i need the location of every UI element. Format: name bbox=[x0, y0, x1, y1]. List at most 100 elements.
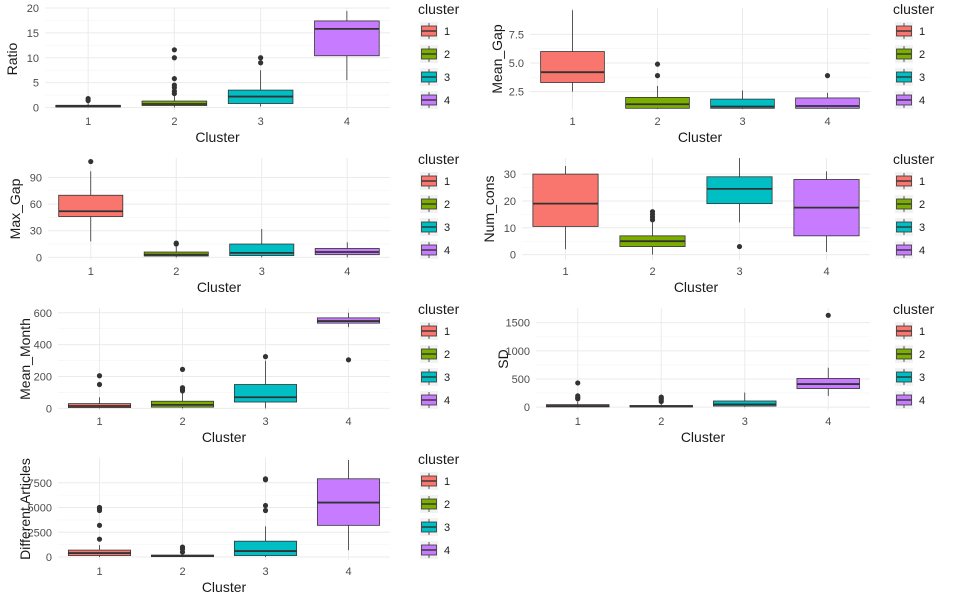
x-tick-label: 3 bbox=[742, 416, 748, 428]
legend-key-4: 4 bbox=[420, 541, 450, 559]
legend-label: 2 bbox=[919, 199, 925, 211]
y-tick-label: 7500 bbox=[28, 478, 52, 490]
legend: cluster 1 2 3 4 bbox=[893, 151, 935, 259]
box-cluster-2 bbox=[150, 366, 215, 409]
x-tick-label: 1 bbox=[96, 566, 102, 578]
x-tick-label: 3 bbox=[262, 416, 268, 428]
y-axis-title: Mean_Month bbox=[17, 318, 33, 400]
y-tick-label: 0 bbox=[33, 103, 39, 115]
box-cluster-4 bbox=[316, 312, 381, 363]
legend-key-1: 1 bbox=[420, 472, 450, 490]
box-cluster-2 bbox=[141, 47, 208, 108]
legend-key-4: 4 bbox=[895, 91, 925, 109]
x-tick-label: 1 bbox=[562, 266, 568, 278]
outlier-point bbox=[171, 82, 177, 88]
outlier-point bbox=[171, 47, 177, 53]
y-tick-label: 15 bbox=[27, 28, 39, 40]
outlier-point bbox=[575, 380, 581, 386]
legend-key-3: 3 bbox=[895, 218, 925, 236]
legend-label: 3 bbox=[444, 72, 450, 84]
y-tick-label: 30 bbox=[504, 169, 516, 181]
y-tick-label: 5 bbox=[33, 78, 39, 90]
box-cluster-1 bbox=[67, 504, 132, 558]
legend-key-4: 4 bbox=[420, 91, 450, 109]
legend-title: cluster bbox=[893, 1, 935, 17]
legend-key-1: 1 bbox=[895, 322, 925, 340]
outlier-point bbox=[96, 504, 103, 511]
x-tick-label: 1 bbox=[96, 416, 102, 428]
box-cluster-2 bbox=[150, 544, 215, 558]
legend-label: 4 bbox=[444, 545, 450, 557]
legend-label: 2 bbox=[919, 349, 925, 361]
outlier-point bbox=[736, 243, 743, 250]
outlier-point bbox=[179, 544, 186, 550]
x-tick-label: 2 bbox=[171, 116, 177, 128]
outlier-point bbox=[171, 76, 177, 82]
legend-title: cluster bbox=[893, 301, 935, 317]
y-tick-label: 90 bbox=[30, 173, 42, 185]
box-cluster-3 bbox=[233, 476, 298, 558]
x-tick-label: 3 bbox=[258, 116, 264, 128]
legend-label: 2 bbox=[444, 49, 450, 61]
box-iqr bbox=[706, 176, 773, 205]
box-iqr bbox=[58, 194, 124, 217]
y-tick-label: 1000 bbox=[506, 346, 530, 358]
legend-key-3: 3 bbox=[420, 68, 450, 86]
outlier-point bbox=[825, 312, 831, 318]
legend-key-2: 2 bbox=[895, 345, 925, 363]
x-tick-label: 4 bbox=[824, 116, 830, 128]
legend-label: 1 bbox=[444, 176, 450, 188]
legend-label: 3 bbox=[919, 222, 925, 234]
legend: cluster 1 2 3 4 bbox=[418, 151, 460, 259]
box-iqr bbox=[625, 96, 690, 109]
legend-key-3: 3 bbox=[895, 368, 925, 386]
y-tick-label: 500 bbox=[512, 374, 530, 386]
y-tick-label: 0 bbox=[36, 252, 42, 264]
legend: cluster 1 2 3 4 bbox=[893, 301, 935, 409]
x-axis-title: Cluster bbox=[678, 129, 723, 145]
x-tick-label: 4 bbox=[823, 266, 829, 278]
legend-key-3: 3 bbox=[420, 368, 450, 386]
legend-label: 4 bbox=[919, 245, 925, 257]
panel-7: 0 2500 5000 7500 1 2 3 4 Cluster Different Articl… bbox=[17, 451, 460, 595]
outlier-point bbox=[96, 381, 103, 388]
outlier-point bbox=[262, 354, 269, 360]
panel-3: 0 30 60 90 1 2 3 4 Cluster Max_Gap cluster 1 2 3 4 bbox=[7, 151, 460, 295]
x-tick-label: 3 bbox=[262, 566, 268, 578]
box-iqr bbox=[233, 540, 298, 556]
legend-label: 3 bbox=[444, 222, 450, 234]
legend-key-2: 2 bbox=[420, 45, 450, 63]
x-axis-title: Cluster bbox=[195, 129, 240, 145]
box-iqr bbox=[229, 243, 295, 256]
legend-label: 3 bbox=[444, 522, 450, 534]
legend-label: 2 bbox=[444, 199, 450, 211]
box-cluster-1 bbox=[540, 10, 605, 92]
x-axis-title: Cluster bbox=[202, 429, 247, 445]
panel-2: 2.5 5.0 7.5 1 2 3 4 Cluster Mean_Gap cluster 1 2 3 4 bbox=[489, 1, 935, 145]
y-tick-label: 0 bbox=[46, 403, 52, 415]
legend-label: 3 bbox=[444, 372, 450, 384]
legend-title: cluster bbox=[893, 151, 935, 167]
legend-key-1: 1 bbox=[895, 172, 925, 190]
legend-title: cluster bbox=[418, 1, 460, 17]
outlier-point bbox=[173, 240, 179, 246]
y-tick-label: 0 bbox=[524, 402, 530, 414]
y-axis-title: Different Articles bbox=[17, 458, 33, 560]
y-axis-title: Num_cons bbox=[481, 176, 497, 243]
x-axis-title: Cluster bbox=[681, 429, 726, 445]
y-tick-label: 600 bbox=[34, 308, 52, 320]
y-tick-label: 5000 bbox=[28, 503, 52, 515]
legend-key-3: 3 bbox=[420, 218, 450, 236]
legend-label: 1 bbox=[444, 476, 450, 488]
y-tick-label: 200 bbox=[34, 372, 52, 384]
x-tick-label: 2 bbox=[179, 566, 185, 578]
outlier-point bbox=[179, 366, 186, 372]
outlier-point bbox=[262, 507, 269, 514]
x-tick-label: 4 bbox=[344, 266, 350, 278]
y-axis-title: SD bbox=[495, 349, 511, 368]
x-tick-label: 2 bbox=[179, 416, 185, 428]
legend: cluster 1 2 3 4 bbox=[418, 451, 460, 559]
legend-key-2: 2 bbox=[420, 495, 450, 513]
legend-label: 1 bbox=[444, 326, 450, 338]
box-cluster-2 bbox=[143, 240, 209, 258]
